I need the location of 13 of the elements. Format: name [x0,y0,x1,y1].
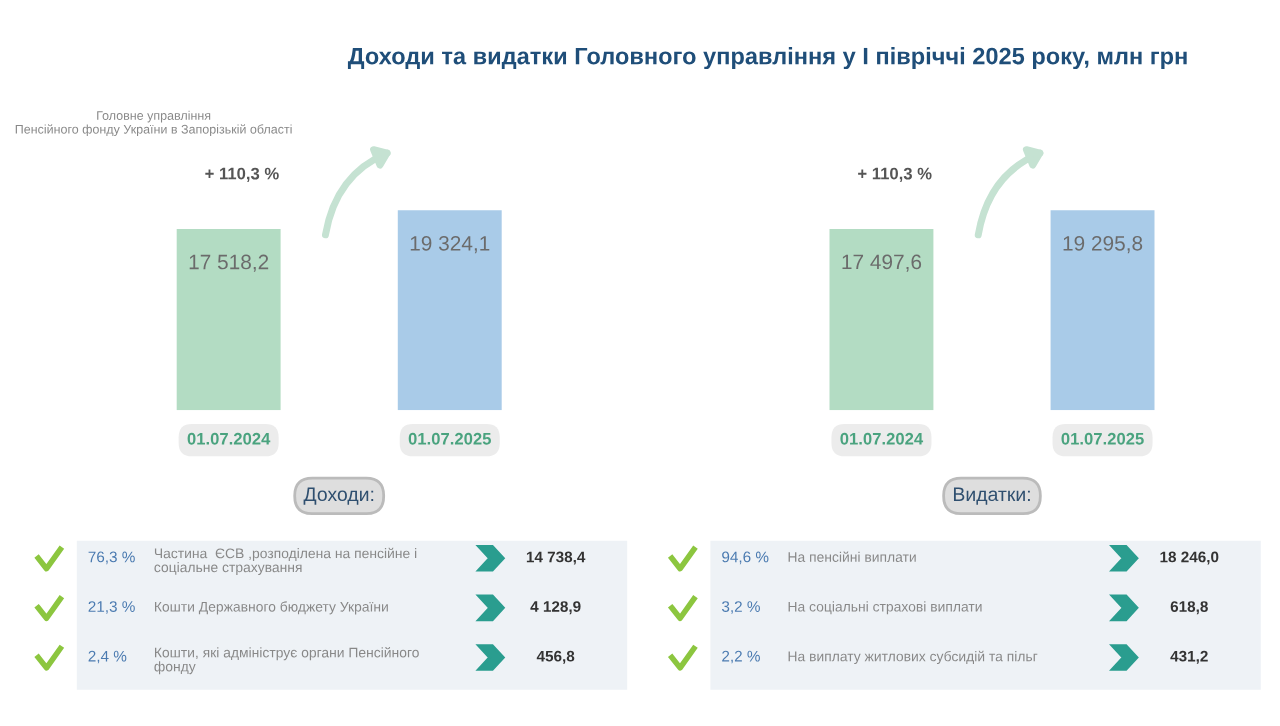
x-tick-label: 01.07.2025 [408,432,491,445]
text: + 110,3 % [205,167,279,182]
data-label: 19 295,8 [1063,235,1143,254]
text: + 110,3 % [858,167,932,182]
x-axis-title: Видатки: [953,487,1030,505]
x-tick-label: 01.07.2024 [187,432,271,445]
data-label: 19 324,1 [410,235,490,254]
x-tick-label: 01.07.2024 [840,432,924,445]
data-label: 17 518,2 [189,254,269,272]
text: Доходи та видатки Головного управління у І півріччі 2025 року, млн грн [347,47,1187,70]
data-label: 17 497,6 [842,254,922,272]
x-tick-label: 01.07.2025 [1061,432,1144,445]
x-axis-title: Доходи: [303,487,374,505]
